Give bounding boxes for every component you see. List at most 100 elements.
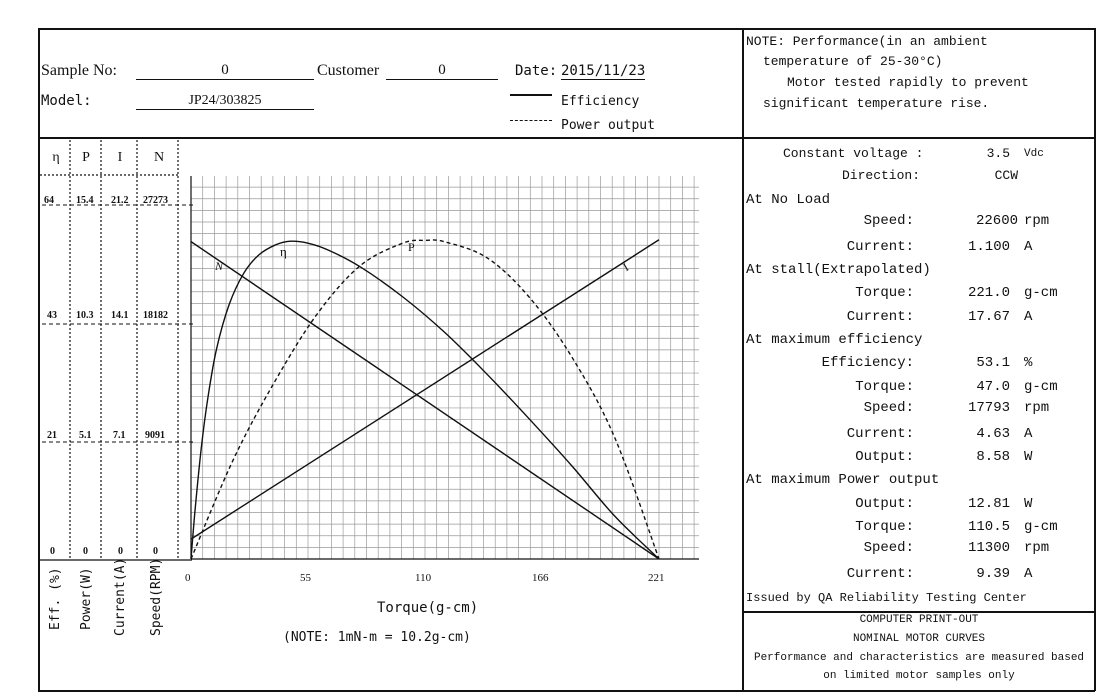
stall-torque-value: 221.0 <box>967 285 1010 301</box>
date-label: Date: <box>515 63 558 79</box>
no-load-speed-value: 22600 <box>975 213 1018 229</box>
scale-pow-0: 15.4 <box>76 195 94 206</box>
max-eff-eff-unit: % <box>1024 355 1033 371</box>
max-pow-torque-unit: g-cm <box>1024 519 1058 535</box>
legend-power: Power output <box>561 118 655 133</box>
note-line1: NOTE: Performance(in an ambient <box>746 34 988 49</box>
max-eff-current-unit: A <box>1024 426 1033 442</box>
max-eff-torque-value: 47.0 <box>976 379 1010 395</box>
frame-bottom <box>38 690 1095 692</box>
model-value: JP24/303825 <box>136 93 314 110</box>
no-load-current-label: Current: <box>846 239 914 255</box>
max-eff-output-value: 8.58 <box>976 449 1010 465</box>
constant-voltage-value: 3.5 <box>986 146 1010 161</box>
no-load-speed-unit: rpm <box>1024 213 1050 229</box>
note-line4: significant temperature rise. <box>763 96 990 111</box>
x-axis-label: Torque(g-cm) <box>377 600 479 616</box>
max-pow-speed-value: 11300 <box>967 540 1010 556</box>
series-line-n <box>190 241 660 560</box>
max-eff-output-unit: W <box>1024 449 1033 465</box>
max-eff-current-label: Current: <box>846 426 914 442</box>
max-eff-torque-label: Torque: <box>855 379 914 395</box>
customer-value: 0 <box>386 62 498 80</box>
no-load-speed-label: Speed: <box>863 213 914 229</box>
col-header-p: P <box>82 150 90 165</box>
frame-right <box>1094 28 1096 691</box>
max-eff-output-label: Output: <box>855 449 914 465</box>
legend-efficiency: Efficiency <box>561 94 640 109</box>
max-pow-speed-unit: rpm <box>1024 540 1050 556</box>
constant-voltage-label: Constant voltage : <box>783 146 924 161</box>
x-tick-110: 110 <box>415 572 432 584</box>
label-current: Current(A) <box>113 557 128 636</box>
scale-pow-1: 10.3 <box>76 310 94 321</box>
scale-cur-3: 0 <box>118 546 123 557</box>
frame-left <box>38 28 40 691</box>
direction-label: Direction: <box>842 168 921 183</box>
legend-solid-line <box>510 94 552 96</box>
scale-cur-2: 7.1 <box>113 430 126 441</box>
label-eff: Eff. (%) <box>48 567 63 630</box>
note-line2: temperature of 25-30°C) <box>763 54 943 69</box>
scale-cur-1: 14.1 <box>111 310 129 321</box>
max-pow-output-value: 12.81 <box>967 496 1010 512</box>
scale-spd-2: 9091 <box>145 430 165 441</box>
max-pow-current-label: Current: <box>846 566 914 582</box>
scale-spd-0: 27273 <box>143 195 168 206</box>
series-line-p <box>190 239 660 560</box>
max-eff-title: At maximum efficiency <box>746 332 923 348</box>
max-pow-title: At maximum Power output <box>746 472 940 488</box>
model-label: Model: <box>41 93 92 109</box>
scale-eff-2: 21 <box>47 430 57 441</box>
max-eff-speed-label: Speed: <box>863 400 914 416</box>
max-pow-current-value: 9.39 <box>976 566 1010 582</box>
col-header-n: N <box>153 150 165 165</box>
max-eff-eff-label: Efficiency: <box>821 355 914 371</box>
scale-spd-1: 18182 <box>143 310 168 321</box>
series-line-i <box>190 239 660 540</box>
footer-line4: on limited motor samples only <box>823 670 1015 682</box>
col-header-i: I <box>117 150 123 165</box>
x-tick-55: 55 <box>300 572 311 584</box>
scale-spd-3: 0 <box>153 546 158 557</box>
x-tick-221: 221 <box>648 572 665 584</box>
max-pow-output-unit: W <box>1024 496 1033 512</box>
scale-cur-0: 21.2 <box>111 195 129 206</box>
label-power: Power(W) <box>79 567 94 630</box>
divider-footer <box>742 611 1095 613</box>
max-eff-torque-unit: g-cm <box>1024 379 1058 395</box>
scale-eff-1: 43 <box>47 310 57 321</box>
date-value: 2015/11/23 <box>561 63 646 80</box>
max-eff-speed-unit: rpm <box>1024 400 1050 416</box>
stall-current-label: Current: <box>846 309 914 325</box>
x-tick-0: 0 <box>185 572 191 584</box>
no-load-current-unit: A <box>1024 239 1033 255</box>
scale-pow-3: 0 <box>83 546 88 557</box>
curve-label-p: P <box>408 240 415 254</box>
max-eff-eff-value: 53.1 <box>976 355 1010 371</box>
no-load-title: At No Load <box>746 192 831 208</box>
max-pow-output-label: Output: <box>855 496 914 512</box>
series-line-efficiency <box>190 240 660 560</box>
max-pow-speed-label: Speed: <box>863 540 914 556</box>
footer-line3: Performance and characteristics are meas… <box>753 652 1085 664</box>
curve-label-eta: η <box>280 244 287 259</box>
max-pow-current-unit: A <box>1024 566 1033 582</box>
note-line3: Motor tested rapidly to prevent <box>787 75 1029 90</box>
customer-label: Customer <box>317 62 380 79</box>
max-eff-current-value: 4.63 <box>976 426 1010 442</box>
stall-current-value: 17.67 <box>967 309 1010 325</box>
max-eff-speed-value: 17793 <box>967 400 1010 416</box>
scale-pow-2: 5.1 <box>79 430 92 441</box>
frame-top <box>38 28 1095 30</box>
footer-line1: COMPUTER PRINT-OUT <box>859 614 979 626</box>
sample-label: Sample No: <box>41 62 117 79</box>
stall-title: At stall(Extrapolated) <box>746 262 931 278</box>
sample-value: 0 <box>136 62 314 80</box>
max-pow-torque-label: Torque: <box>855 519 914 535</box>
x-tick-166: 166 <box>532 572 549 584</box>
issued-by: Issued by QA Reliability Testing Center <box>746 591 1027 605</box>
unit-note: (NOTE: 1mN-m = 10.2g-cm) <box>283 630 471 645</box>
constant-voltage-unit: Vdc <box>1024 148 1044 160</box>
